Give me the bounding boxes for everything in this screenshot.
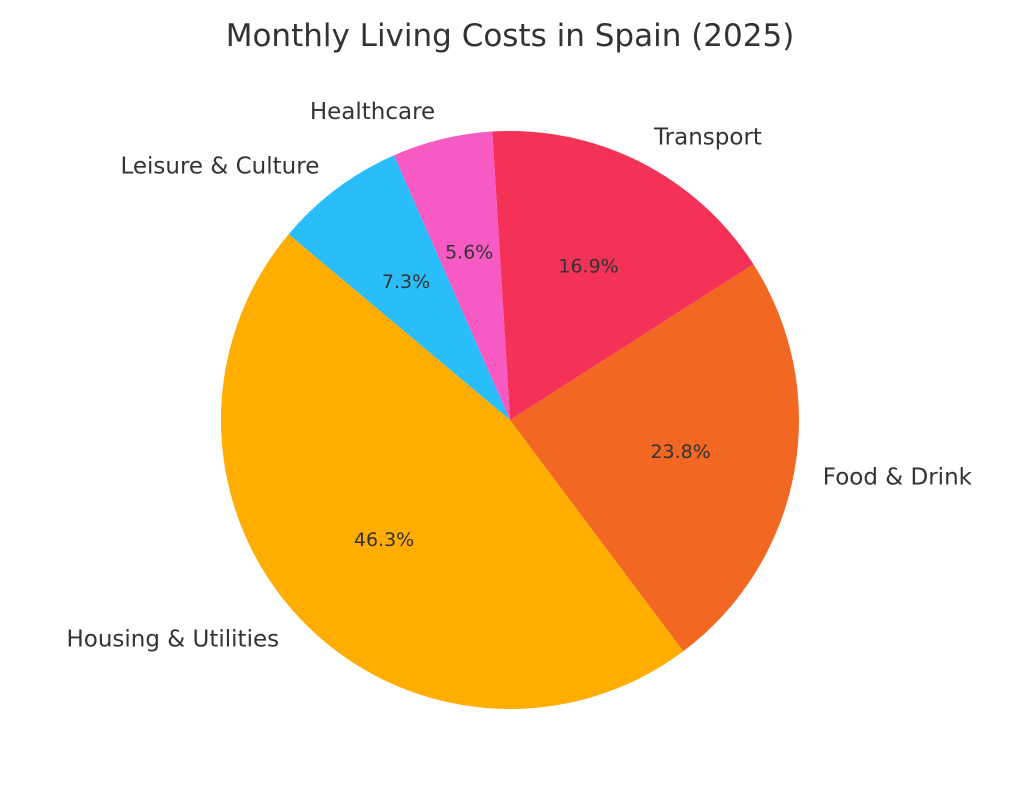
slice-percent-label: 5.6% xyxy=(445,241,493,263)
slice-label: Food & Drink xyxy=(823,465,973,491)
chart-title: Monthly Living Costs in Spain (2025) xyxy=(226,18,795,54)
slice-percent-label: 16.9% xyxy=(558,255,618,277)
pie-slice-3 xyxy=(393,131,510,420)
slice-label: Leisure & Culture xyxy=(120,154,319,180)
slice-label: Healthcare xyxy=(310,99,435,125)
slice-percent-label: 7.3% xyxy=(382,271,430,293)
pie-slice-4 xyxy=(288,155,510,421)
slice-percent-label: 23.8% xyxy=(650,441,710,463)
pie-slice-1 xyxy=(510,264,799,652)
slice-percent-label: 46.3% xyxy=(354,529,414,551)
pie-slice-2 xyxy=(492,131,754,420)
slice-label: Transport xyxy=(653,125,762,151)
pie-slice-0 xyxy=(221,234,684,709)
slice-label: Housing & Utilities xyxy=(66,627,279,653)
